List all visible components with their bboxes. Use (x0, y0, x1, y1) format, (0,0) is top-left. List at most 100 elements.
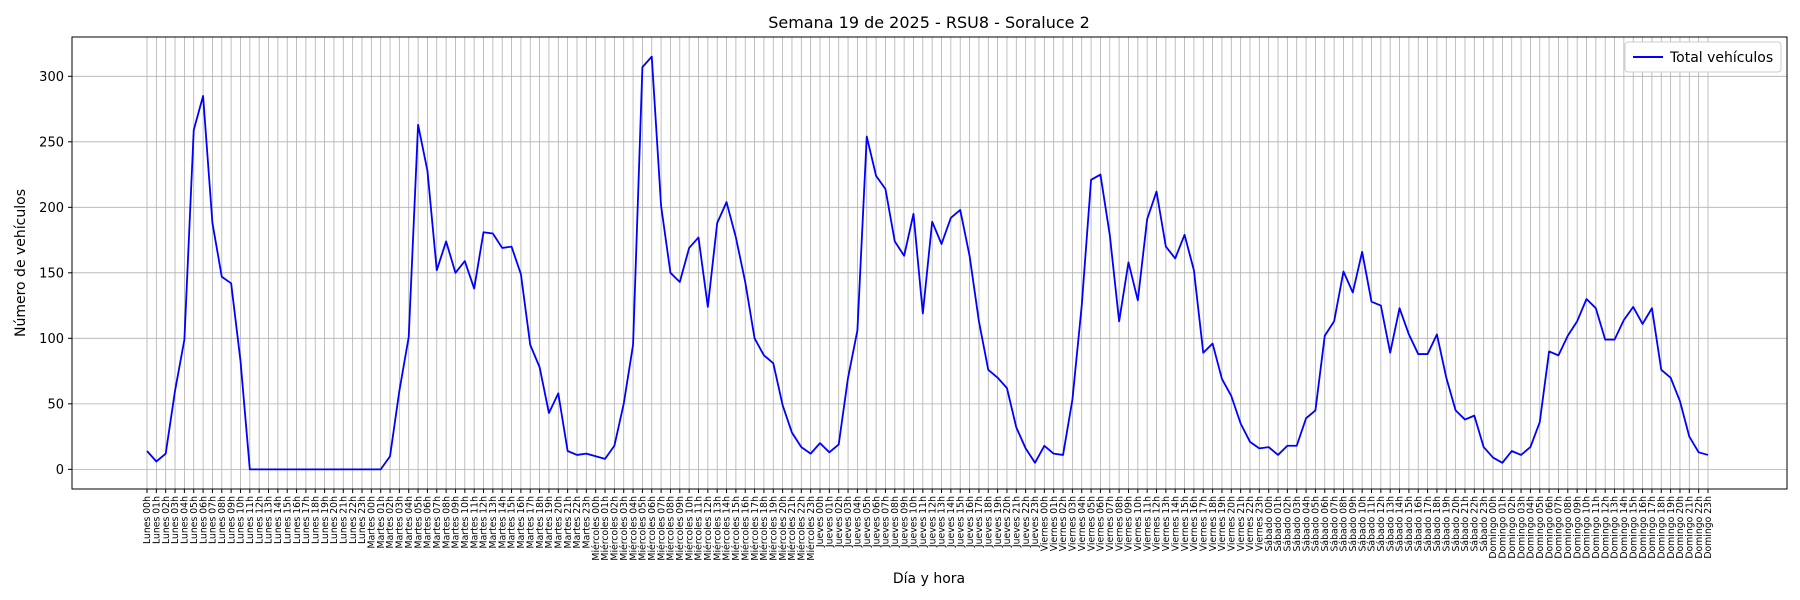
x-tick-label: Martes 12h (479, 496, 490, 549)
x-tick-label: Domingo 22h (1694, 496, 1705, 559)
x-tick-label: Lunes 23h (357, 496, 368, 544)
x-tick-label: Lunes 02h (161, 496, 172, 544)
x-tick-label: Jueves 17h (974, 496, 985, 548)
x-tick-label: Jueves 12h (927, 496, 938, 548)
x-tick-label: Sábado 01h (1273, 496, 1284, 552)
x-tick-label: Lunes 15h (282, 496, 293, 544)
x-tick-label: Viernes 08h (1114, 496, 1125, 551)
x-tick-label: Jueves 05h (862, 496, 873, 548)
x-tick-label: Martes 18h (535, 496, 546, 549)
series-layer (146, 55, 1709, 471)
x-tick-label: Martes 23h (582, 496, 593, 549)
x-tick-label: Domingo 03h (1516, 496, 1527, 559)
x-tick-label: Domingo 13h (1610, 496, 1621, 559)
x-tick-label: Martes 20h (553, 496, 564, 549)
x-tick-label: Sábado 00h (1264, 496, 1275, 552)
x-tick-label: Sábado 18h (1432, 496, 1443, 552)
x-tick-label: Lunes 03h (170, 496, 181, 544)
x-tick-label: Lunes 11h (245, 496, 256, 544)
x-tick-label: Jueves 07h (881, 496, 892, 548)
x-tick-label: Sábado 06h (1320, 496, 1331, 552)
x-tick-label: Miércoles 18h (759, 496, 770, 561)
x-tick-label: Sábado 16h (1413, 496, 1424, 552)
x-tick-label: Domingo 23h (1703, 496, 1714, 559)
x-tick-label: Miércoles 19h (768, 496, 779, 561)
x-tick-label: Domingo 17h (1647, 496, 1658, 559)
x-tick-label: Sábado 11h (1367, 496, 1378, 552)
x-tick-label: Sábado 22h (1470, 496, 1481, 552)
x-tick-label: Martes 16h (516, 496, 527, 549)
x-tick-label: Martes 00h (367, 496, 378, 549)
x-tick-label: Jueves 23h (1030, 496, 1041, 548)
x-tick-label: Sábado 15h (1404, 496, 1415, 552)
x-tick-label: Sábado 20h (1451, 496, 1462, 552)
x-tick-label: Viernes 06h (1096, 496, 1107, 551)
x-tick-label: Viernes 02h (1058, 496, 1069, 551)
x-tick-label: Viernes 21h (1236, 496, 1247, 551)
x-tick-label: Martes 17h (525, 496, 536, 549)
x-tick-label: Jueves 02h (834, 496, 845, 548)
x-tick-label: Miércoles 06h (647, 496, 658, 561)
x-tick-label: Lunes 20h (329, 496, 340, 544)
x-tick-label: Lunes 22h (348, 496, 359, 544)
x-tick-label: Viernes 01h (1049, 496, 1060, 551)
x-tick-label: Lunes 09h (226, 496, 237, 544)
x-tick-label: Viernes 15h (1180, 496, 1191, 551)
x-tick-label: Sábado 03h (1292, 496, 1303, 552)
x-tick-label: Jueves 11h (918, 496, 929, 548)
x-tick-label: Martes 10h (460, 496, 471, 549)
x-tick-label: Lunes 14h (273, 496, 284, 544)
x-tick-label: Jueves 01h (825, 496, 836, 548)
x-tick-label: Miércoles 15h (731, 496, 742, 561)
x-tick-label: Domingo 08h (1563, 496, 1574, 559)
x-tick-label: Sábado 10h (1357, 496, 1368, 552)
grid-layer (72, 37, 1787, 489)
x-tick-label: Lunes 00h (142, 496, 153, 544)
x-tick-label: Miércoles 13h (712, 496, 723, 561)
x-tick-label: Viernes 05h (1086, 496, 1097, 551)
x-tick-label: Jueves 00h (815, 496, 826, 548)
x-tick-label: Viernes 19h (1217, 496, 1228, 551)
x-tick-label: Lunes 01h (152, 496, 163, 544)
x-tick-label: Jueves 14h (946, 496, 957, 548)
x-tick-label: Domingo 11h (1591, 496, 1602, 559)
x-tick-label: Miércoles 22h (797, 496, 808, 561)
x-tick-label: Sábado 08h (1339, 496, 1350, 552)
x-tick-label: Lunes 06h (198, 496, 209, 544)
x-tick-label: Lunes 17h (301, 496, 312, 544)
x-tick-label: Jueves 03h (843, 496, 854, 548)
x-tick-label: Viernes 09h (1124, 496, 1135, 551)
x-tick-label: Domingo 21h (1685, 496, 1696, 559)
x-tick-label: Lunes 13h (264, 496, 275, 544)
x-tick-label: Viernes 20h (1226, 496, 1237, 551)
x-tick-label: Viernes 17h (1198, 496, 1209, 551)
x-tick-label: Sábado 17h (1423, 496, 1434, 552)
x-tick-label: Miércoles 12h (703, 496, 714, 561)
y-tick-label: 50 (47, 397, 64, 412)
y-tick-label: 100 (39, 332, 64, 347)
x-tick-label: Miércoles 11h (694, 496, 705, 561)
x-tick-label: Domingo 12h (1600, 496, 1611, 559)
x-tick-label: Miércoles 10h (684, 496, 695, 561)
x-tick-label: Sábado 13h (1385, 496, 1396, 552)
x-tick-label: Sábado 12h (1376, 496, 1387, 552)
x-tick-label: Domingo 07h (1554, 496, 1565, 559)
x-tick-label: Viernes 11h (1142, 496, 1153, 551)
x-tick-label: Jueves 06h (871, 496, 882, 548)
x-tick-label: Jueves 22h (1021, 496, 1032, 548)
x-tick-label: Viernes 10h (1133, 496, 1144, 551)
x-tick-label: Miércoles 03h (619, 496, 630, 561)
x-tick-label: Viernes 22h (1245, 496, 1256, 551)
x-axis-label: Día y hora (893, 571, 965, 587)
x-tick-label: Jueves 13h (937, 496, 948, 548)
y-tick-label: 150 (39, 266, 64, 281)
x-tick-label: Martes 05h (413, 496, 424, 549)
x-tick-label: Jueves 20h (1002, 496, 1013, 548)
x-tick-label: Domingo 14h (1619, 496, 1630, 559)
x-tick-label: Miércoles 20h (778, 496, 789, 561)
x-tick-label: Martes 06h (423, 496, 434, 549)
x-tick-label: Lunes 05h (189, 496, 200, 544)
x-tick-label: Miércoles 07h (656, 496, 667, 561)
